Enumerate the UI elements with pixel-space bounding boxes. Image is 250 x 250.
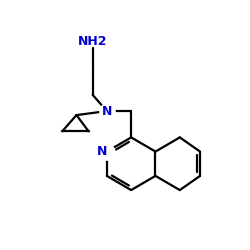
Text: N: N [96, 145, 107, 158]
Text: NH2: NH2 [78, 35, 108, 48]
Text: N: N [102, 104, 112, 118]
